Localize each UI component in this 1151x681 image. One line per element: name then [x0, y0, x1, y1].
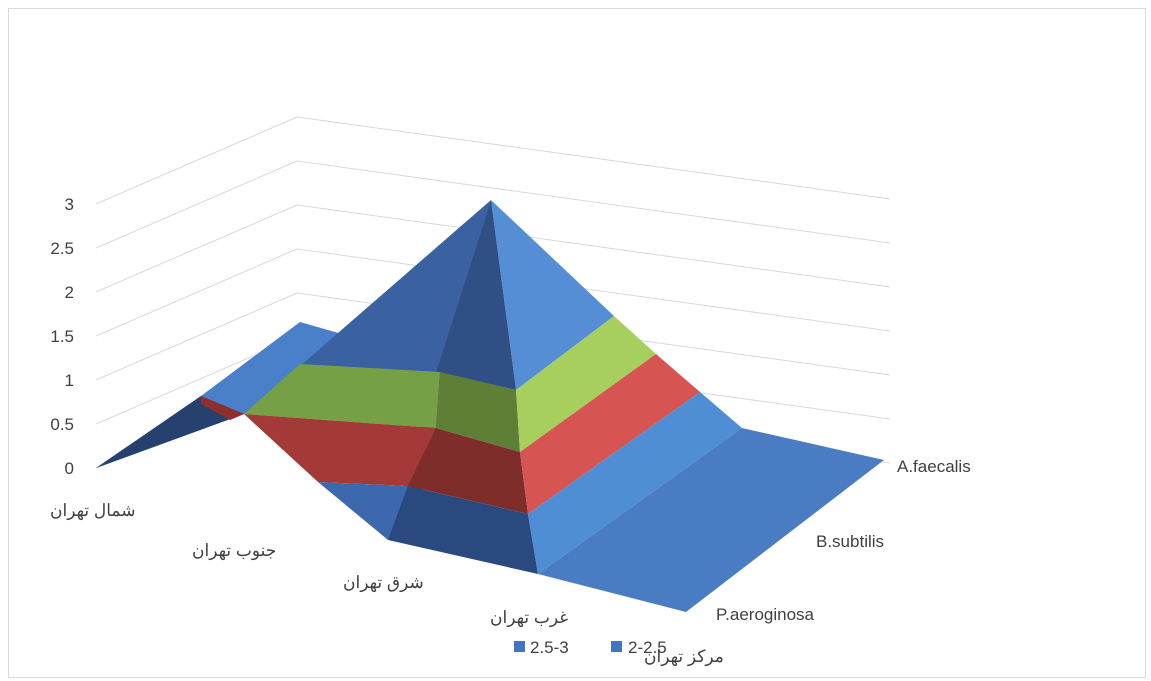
legend-swatch [514, 641, 525, 652]
y-tick-label: 1.5 [50, 327, 74, 346]
gridline [296, 248, 891, 332]
legend-label: 2-2.5 [628, 638, 667, 657]
surface-facet [516, 316, 656, 452]
surface-facet [491, 200, 614, 390]
surface-plot [96, 200, 884, 612]
series-label: A.faecalis [897, 457, 971, 476]
surface-facet [96, 396, 244, 468]
y-tick-label: 2 [65, 283, 74, 302]
surface-facet [436, 372, 520, 452]
gridline [95, 160, 298, 249]
gridline [95, 292, 298, 381]
y-axis-labels: 0 0.5 1 1.5 2 2.5 3 [50, 195, 74, 478]
x-axis-labels: شمال تهران جنوب تهران شرق تهران غرب تهرا… [50, 501, 724, 667]
surface-facet [520, 354, 700, 514]
series-axis-labels: A.faecalis B.subtilis P.aeroginosa [716, 457, 971, 624]
gridline [95, 116, 298, 205]
x-tick-label: جنوب تهران [192, 541, 276, 561]
x-tick-label: مرکز تهران [644, 647, 724, 667]
gridline [95, 248, 298, 337]
y-tick-label: 2.5 [50, 239, 74, 258]
legend-label: 2.5-3 [530, 638, 569, 657]
series-label: B.subtilis [816, 532, 884, 551]
surface-facet [318, 482, 408, 540]
y-tick-label: 3 [65, 195, 74, 214]
y-tick-label: 1 [65, 371, 74, 390]
y-tick-label: 0.5 [50, 415, 74, 434]
surface-facet [244, 364, 440, 428]
x-tick-label: غرب تهران [490, 608, 568, 628]
x-tick-label: شمال تهران [50, 501, 135, 521]
series-label: P.aeroginosa [716, 605, 815, 624]
y-tick-label: 0 [65, 459, 74, 478]
legend-swatch [611, 641, 622, 652]
x-tick-label: شرق تهران [343, 573, 424, 593]
gridline [296, 116, 891, 200]
surface-facet [201, 396, 244, 420]
legend: 2.5-3 2-2.5 [514, 638, 667, 657]
gridline [95, 204, 298, 293]
gridline [296, 204, 891, 288]
surface-facet [244, 414, 436, 486]
gridline [296, 160, 891, 244]
surface-facet [388, 486, 538, 574]
surface-facet [528, 392, 742, 574]
surface-facet [436, 200, 516, 390]
surface-facet [538, 428, 884, 612]
surface-facet [408, 428, 528, 514]
surface-facet [244, 200, 491, 414]
